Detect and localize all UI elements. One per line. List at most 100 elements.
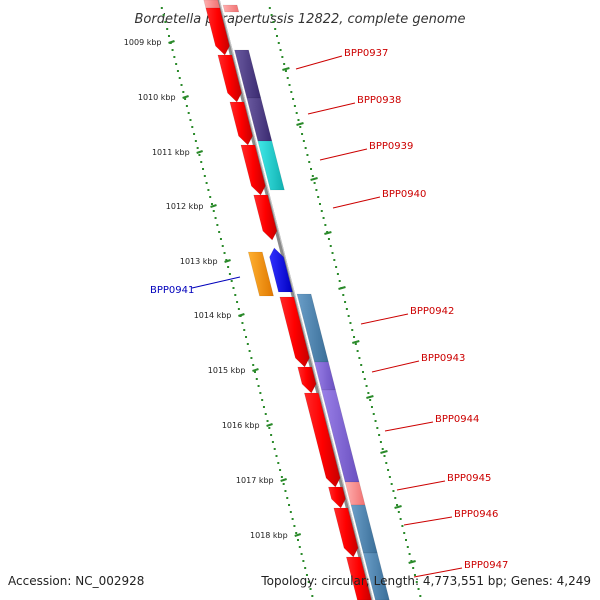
gene-label-bpp0941[interactable]: BPP0941 xyxy=(150,285,194,296)
scale-dot xyxy=(408,553,411,555)
scale-dot xyxy=(351,329,354,331)
scale-dot xyxy=(281,56,284,58)
gene-label-bpp0942[interactable]: BPP0942 xyxy=(410,306,454,317)
kbp-tick-left xyxy=(238,313,245,317)
gene-reverse[interactable] xyxy=(269,247,293,293)
scale-dot xyxy=(268,427,271,429)
scale-dot xyxy=(257,385,260,387)
kbp-label: 1016 kbp xyxy=(222,421,260,430)
gene-label-bpp0947[interactable]: BPP0947 xyxy=(464,560,508,571)
scale-dot xyxy=(405,539,407,541)
scale-dot xyxy=(311,175,314,177)
scale-dot xyxy=(228,273,231,275)
scale-dot xyxy=(299,126,302,128)
scale-dot xyxy=(209,196,212,198)
scale-dot xyxy=(264,413,267,415)
label-leader xyxy=(332,196,381,209)
gene-label-bpp0940[interactable]: BPP0940 xyxy=(382,189,426,200)
scale-dot xyxy=(372,413,375,415)
scale-dot xyxy=(295,532,298,534)
kbp-tick-left xyxy=(294,533,302,537)
gene-cds[interactable] xyxy=(345,556,372,600)
scale-dot xyxy=(173,56,176,58)
genome-backbone xyxy=(215,0,374,600)
label-leader xyxy=(307,102,356,115)
gene-cds[interactable] xyxy=(205,7,230,56)
scale-dot xyxy=(277,462,280,464)
gene-label-bpp0938[interactable]: BPP0938 xyxy=(357,95,401,106)
scale-dot xyxy=(232,287,235,289)
kbp-tick-right xyxy=(352,340,360,344)
scale-dot xyxy=(176,70,179,72)
scale-dot xyxy=(293,105,296,107)
scale-dot xyxy=(180,84,183,86)
gene-label-bpp0946[interactable]: BPP0946 xyxy=(454,509,498,520)
label-leader xyxy=(403,516,453,526)
scale-dot xyxy=(274,28,277,30)
kbp-tick-right xyxy=(338,286,346,290)
kbp-label: 1014 kbp xyxy=(194,311,232,320)
gene-label-bpp0944[interactable]: BPP0944 xyxy=(435,414,479,425)
scale-dot xyxy=(227,266,230,268)
gene-cds[interactable] xyxy=(297,366,317,394)
scale-dot xyxy=(390,483,393,485)
scale-dot xyxy=(162,14,165,16)
gene-cds[interactable] xyxy=(303,392,341,488)
gene-cds[interactable] xyxy=(279,296,310,368)
gene-reverse[interactable] xyxy=(247,251,274,297)
scale-dot xyxy=(223,252,226,254)
gene-cds[interactable] xyxy=(328,486,346,509)
scale-dot xyxy=(271,441,274,443)
scale-dot xyxy=(315,189,318,191)
scale-dot xyxy=(275,35,278,37)
scale-dot xyxy=(198,154,201,156)
scale-dot xyxy=(297,539,299,541)
scale-dot xyxy=(185,105,188,107)
gene-label-bpp0945[interactable]: BPP0945 xyxy=(447,473,491,484)
gene-cds[interactable] xyxy=(240,144,266,196)
gene-cds[interactable] xyxy=(229,101,253,146)
gene-label-bpp0939[interactable]: BPP0939 xyxy=(369,141,413,152)
kbp-tick-right xyxy=(394,505,402,509)
scale-dot xyxy=(253,371,256,373)
scale-dot xyxy=(301,133,304,135)
gene-label-bpp0937[interactable]: BPP0937 xyxy=(344,48,388,59)
scale-dot xyxy=(203,175,206,177)
gene-feature[interactable] xyxy=(257,140,285,191)
scale-dot xyxy=(327,238,330,240)
scale-dot xyxy=(283,63,286,65)
kbp-tick-right xyxy=(282,67,290,71)
scale-dot xyxy=(308,161,311,163)
scale-dot xyxy=(245,336,248,338)
scale-dot xyxy=(237,308,240,310)
scale-dot xyxy=(212,210,215,212)
gene-feature[interactable] xyxy=(362,552,390,600)
gene-label-bpp0943[interactable]: BPP0943 xyxy=(421,353,465,364)
scale-dot xyxy=(399,518,402,520)
scale-dot xyxy=(302,140,305,142)
scale-dot xyxy=(268,7,271,9)
kbp-tick-right xyxy=(408,560,416,564)
gene-cds-partial[interactable] xyxy=(203,0,221,9)
scale-dot xyxy=(236,301,239,303)
scale-dot xyxy=(304,147,307,149)
scale-dot xyxy=(286,497,289,499)
scale-dot xyxy=(288,84,291,86)
kbp-tick-right xyxy=(296,122,304,126)
kbp-label: 1011 kbp xyxy=(152,148,190,157)
gene-cds[interactable] xyxy=(217,54,242,103)
label-leader xyxy=(384,421,434,432)
gene-cds[interactable] xyxy=(333,507,359,558)
scale-dot xyxy=(182,91,185,93)
scale-dot xyxy=(290,91,293,93)
kbp-tick-left xyxy=(266,423,273,427)
gene-feature[interactable] xyxy=(222,4,240,13)
scale-dot xyxy=(166,28,169,30)
scale-dot xyxy=(415,581,418,583)
scale-dot xyxy=(335,266,338,268)
scale-dot xyxy=(160,7,163,9)
gene-cds[interactable] xyxy=(253,194,278,241)
scale-dot xyxy=(284,490,287,492)
kbp-label: 1017 kbp xyxy=(236,476,274,485)
